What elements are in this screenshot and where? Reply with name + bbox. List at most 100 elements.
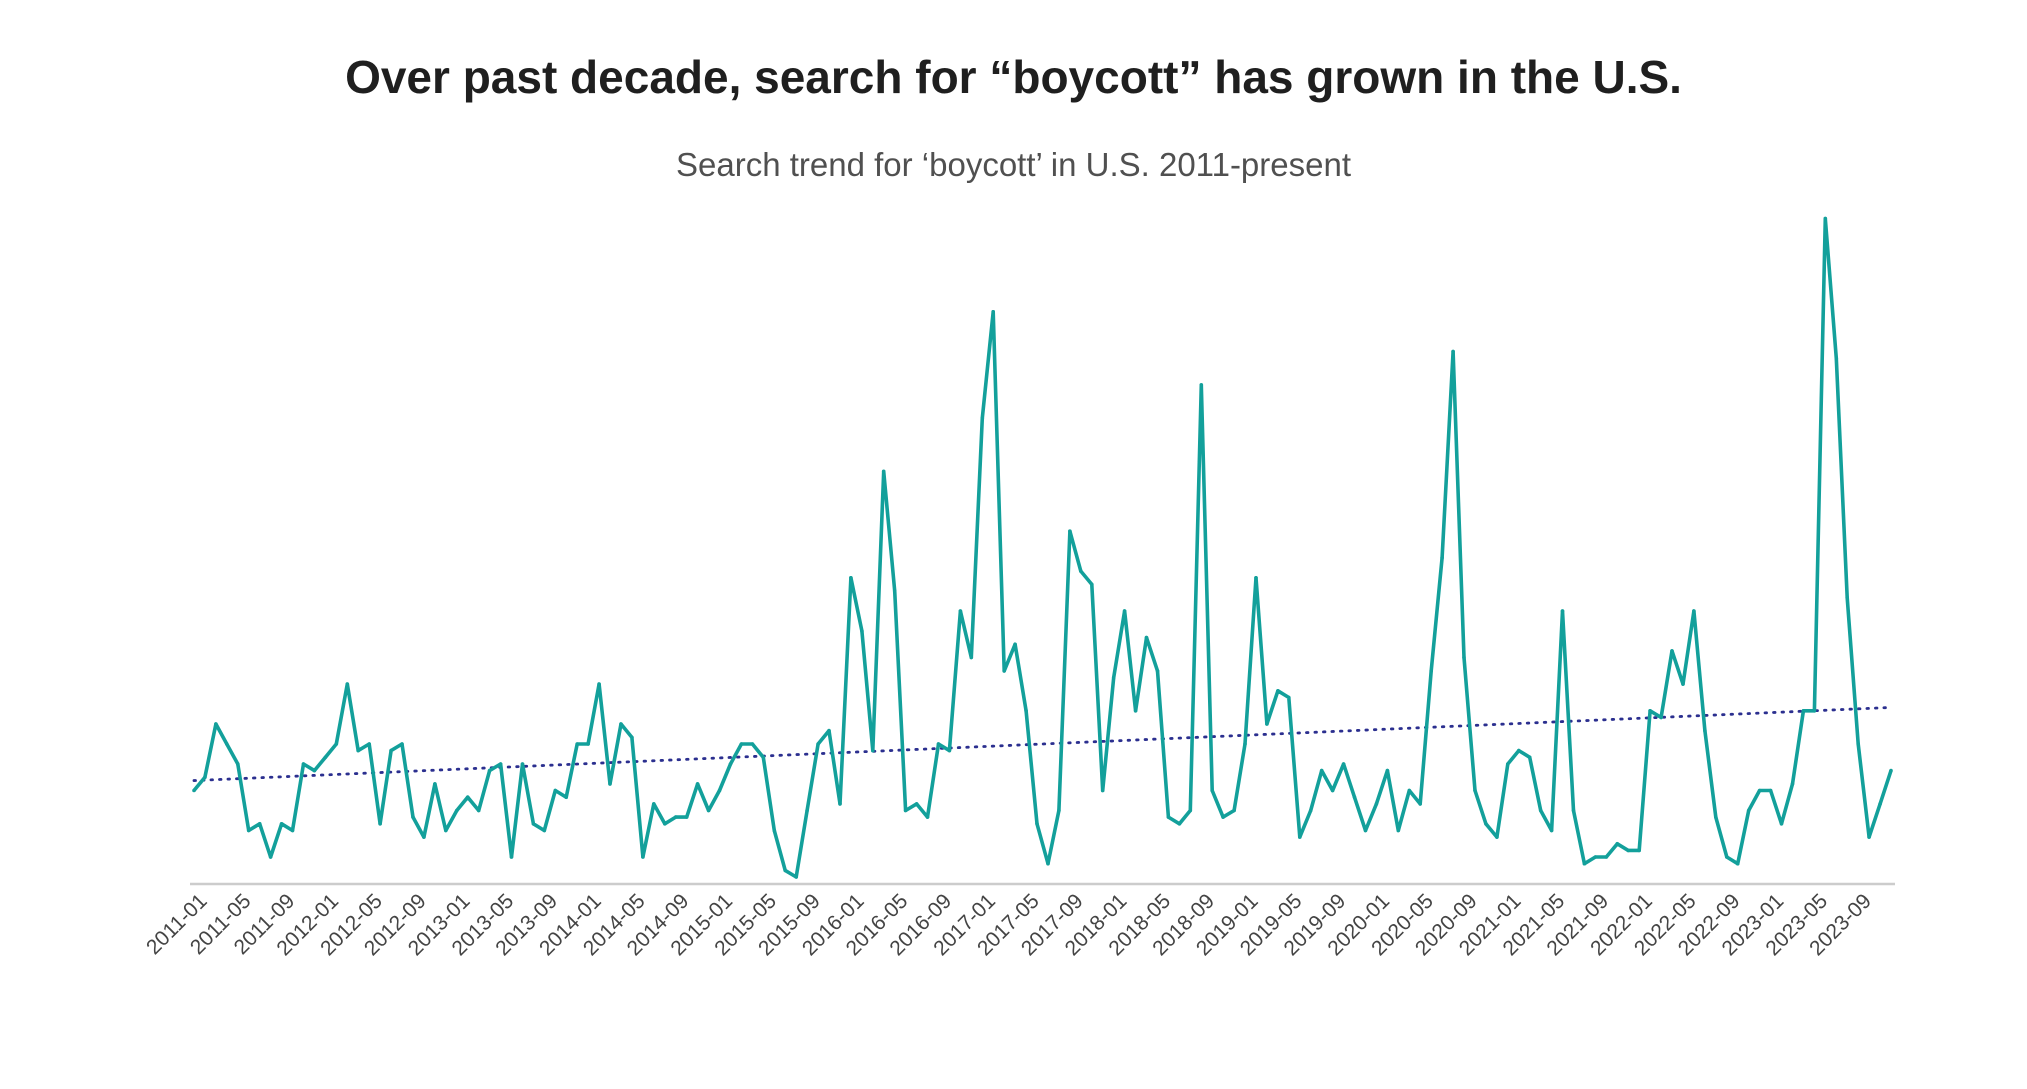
data-point <box>717 788 722 793</box>
data-point <box>257 822 262 826</box>
data-point <box>1582 861 1587 866</box>
data-point <box>1090 582 1094 587</box>
data-point <box>1265 722 1269 726</box>
data-point <box>1790 782 1795 786</box>
data-point <box>1199 383 1204 387</box>
data-point <box>1298 835 1302 839</box>
data-point <box>1100 788 1105 793</box>
data-point <box>1812 709 1817 713</box>
data-point <box>1308 808 1313 813</box>
data-point <box>1779 822 1784 826</box>
data-point <box>334 742 339 746</box>
data-point <box>1757 788 1762 793</box>
data-point <box>958 609 963 613</box>
data-point <box>597 682 601 686</box>
data-point <box>1648 709 1652 713</box>
data-point <box>1418 802 1422 806</box>
data-point <box>750 742 755 746</box>
data-point <box>1725 855 1729 859</box>
data-point <box>1801 709 1806 713</box>
data-point <box>684 815 689 819</box>
data-point <box>389 748 393 753</box>
data-point <box>1221 815 1225 819</box>
data-point <box>455 808 459 813</box>
x-tick-labels: 2011-012011-052011-092012-012012-052012-… <box>142 889 1876 960</box>
data-point <box>728 762 733 766</box>
data-point <box>465 795 470 799</box>
data-point <box>871 748 875 753</box>
data-point <box>1319 768 1324 773</box>
data-point <box>236 762 240 766</box>
data-point <box>1703 728 1707 733</box>
data-point <box>323 755 328 760</box>
chart-title: Over past decade, search for “boycott” h… <box>345 51 1682 103</box>
data-point <box>1254 576 1258 580</box>
data-point <box>1834 356 1839 361</box>
data-point <box>805 808 809 813</box>
data-point <box>1330 788 1335 793</box>
data-point <box>761 755 766 760</box>
data-point <box>1659 715 1663 720</box>
data-point <box>301 762 306 766</box>
data-point <box>400 742 404 746</box>
data-point <box>268 855 273 859</box>
data-point <box>1002 669 1006 673</box>
data-point <box>663 822 667 826</box>
data-point <box>1527 755 1532 760</box>
data-point <box>1878 802 1882 806</box>
series-layer <box>192 216 1893 879</box>
data-point <box>1024 709 1028 713</box>
data-point <box>1549 828 1554 833</box>
data-point <box>881 469 886 474</box>
data-point <box>860 629 864 633</box>
data-point <box>1243 742 1247 746</box>
data-point <box>1506 762 1510 766</box>
data-point <box>433 782 437 786</box>
data-point <box>739 742 744 746</box>
data-point <box>214 722 218 726</box>
data-point <box>487 768 492 773</box>
data-point <box>1692 609 1696 613</box>
data-point <box>586 742 590 746</box>
data-point <box>422 835 426 839</box>
data-point <box>1352 795 1357 799</box>
data-point <box>411 815 415 819</box>
data-point <box>1341 762 1346 766</box>
data-point <box>991 310 995 314</box>
series-line-boycott <box>192 216 1893 879</box>
data-point <box>1571 808 1576 813</box>
data-point <box>1013 642 1017 647</box>
data-point <box>1867 835 1871 839</box>
data-point <box>608 782 612 786</box>
data-point <box>816 742 820 746</box>
data-point <box>1440 556 1444 560</box>
trend-layer <box>192 706 1893 782</box>
data-point <box>1768 788 1773 793</box>
data-point <box>892 589 897 593</box>
data-point <box>1637 848 1641 853</box>
trend-line <box>192 706 1893 782</box>
data-point <box>947 748 952 753</box>
data-point <box>1626 848 1630 853</box>
data-point <box>925 815 930 819</box>
data-point <box>1155 669 1160 673</box>
data-point <box>356 748 361 753</box>
data-point <box>1856 742 1860 746</box>
data-point <box>476 808 481 813</box>
data-point <box>1210 788 1214 793</box>
data-point <box>378 822 382 826</box>
data-point <box>1517 748 1521 753</box>
data-point <box>849 576 853 580</box>
data-point <box>553 788 558 793</box>
data-point <box>1276 689 1280 693</box>
data-point <box>673 815 678 819</box>
data-point <box>542 828 547 833</box>
data-point <box>1538 808 1543 813</box>
data-point <box>641 855 645 859</box>
data-point <box>652 802 656 806</box>
data-point <box>1177 822 1182 826</box>
data-point <box>1057 808 1061 813</box>
data-point <box>1845 595 1849 600</box>
data-point <box>1363 828 1368 833</box>
